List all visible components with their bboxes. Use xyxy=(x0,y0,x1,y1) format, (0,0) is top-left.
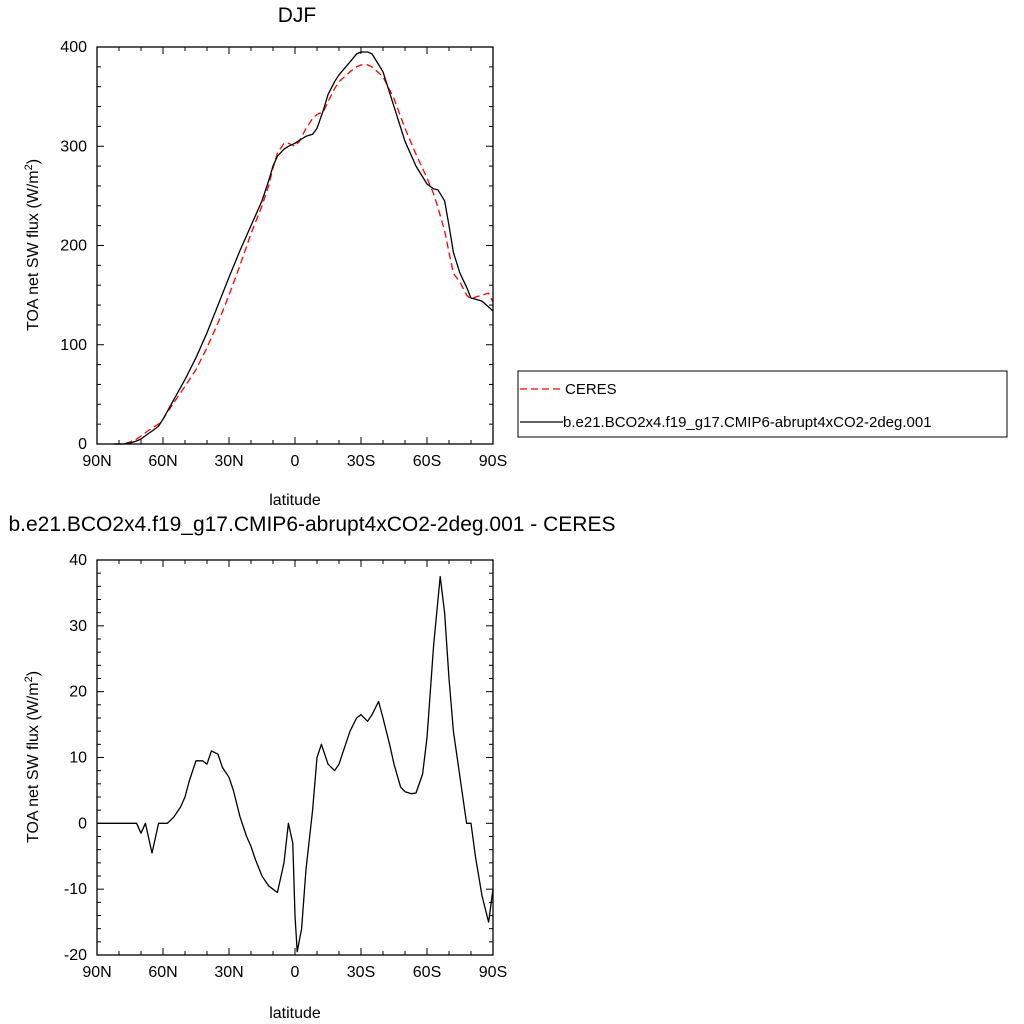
bottom-x-tick-labels: 90N 60N 30N 0 30S 60S 90S xyxy=(82,964,507,981)
top-x-tick-label: 30S xyxy=(347,453,375,470)
bottom-x-tick-label: 30N xyxy=(214,964,243,981)
bottom-x-tick-label: 0 xyxy=(291,964,300,981)
bottom-y-tick-label: -10 xyxy=(64,881,87,898)
top-ticks xyxy=(96,46,494,445)
bottom-x-axis-label: latitude xyxy=(269,1005,321,1022)
top-plot-lines xyxy=(114,51,494,445)
legend-label-ceres: CERES xyxy=(565,381,617,398)
top-x-tick-label: 0 xyxy=(291,453,300,470)
top-x-axis-label: latitude xyxy=(269,492,321,509)
bottom-y-tick-label: 20 xyxy=(69,684,87,701)
legend: CERES b.e21.BCO2x4.f19_g17.CMIP6-abrupt4… xyxy=(517,370,1008,438)
top-y-tick-label: 200 xyxy=(60,238,87,255)
top-x-tick-label: 60N xyxy=(148,453,177,470)
top-y-axis-label: TOA net SW flux (W/m2) xyxy=(23,159,42,331)
top-y-tick-labels: 0 100 200 300 400 xyxy=(60,39,87,453)
top-y-tick-label: 100 xyxy=(60,337,87,354)
bottom-x-tick-label: 30S xyxy=(347,964,375,981)
bottom-x-tick-label: 60N xyxy=(148,964,177,981)
bottom-y-tick-label: 10 xyxy=(69,750,87,767)
bottom-ticks xyxy=(96,559,494,956)
bottom-x-tick-label: 60S xyxy=(413,964,441,981)
top-series-line-1 xyxy=(114,51,494,445)
legend-box xyxy=(517,370,1008,438)
top-y-axis-label-main: TOA net SW flux (W/m xyxy=(25,170,42,331)
bottom-x-tick-label: 90S xyxy=(479,964,507,981)
bottom-y-tick-label: 40 xyxy=(69,552,87,569)
bottom-x-tick-label: 90N xyxy=(82,964,111,981)
bottom-series-line-0 xyxy=(97,575,494,953)
top-x-tick-labels: 90N 60N 30N 0 30S 60S 90S xyxy=(82,453,507,470)
top-y-tick-label: 0 xyxy=(78,436,87,453)
bottom-y-axis-label-end: ) xyxy=(25,671,42,676)
bottom-y-tick-label: 0 xyxy=(78,815,87,832)
bottom-y-tick-label: -20 xyxy=(64,947,87,964)
top-plot-frame xyxy=(96,46,494,445)
bottom-plot-lines xyxy=(97,575,494,953)
top-series-line-0 xyxy=(114,64,494,445)
bottom-chart-title: b.e21.BCO2x4.f19_g17.CMIP6-abrupt4xCO2-2… xyxy=(8,513,615,536)
legend-label-model: b.e21.BCO2x4.f19_g17.CMIP6-abrupt4xCO2-2… xyxy=(563,414,932,431)
top-y-axis-label-sup: 2 xyxy=(23,164,35,170)
top-x-tick-label: 60S xyxy=(413,453,441,470)
top-chart-title: DJF xyxy=(278,4,317,27)
top-y-tick-label: 400 xyxy=(60,39,87,56)
bottom-chart: b.e21.BCO2x4.f19_g17.CMIP6-abrupt4xCO2-2… xyxy=(8,513,615,1022)
bottom-y-tick-label: 30 xyxy=(69,618,87,635)
top-chart: DJF 90N 60N 30N 0 30S 60S 90S 0 100 200 300 400 la… xyxy=(23,4,507,509)
bottom-y-axis-label-main: TOA net SW flux (W/m xyxy=(25,682,42,843)
bottom-y-axis-label: TOA net SW flux (W/m2) xyxy=(23,671,42,843)
top-x-tick-label: 30N xyxy=(214,453,243,470)
top-x-tick-label: 90S xyxy=(479,453,507,470)
top-y-tick-label: 300 xyxy=(60,138,87,155)
top-x-tick-label: 90N xyxy=(82,453,111,470)
bottom-y-tick-labels: -20 -10 0 10 20 30 40 xyxy=(64,552,87,964)
top-y-axis-label-end: ) xyxy=(25,159,42,164)
bottom-y-axis-label-sup: 2 xyxy=(23,676,35,682)
